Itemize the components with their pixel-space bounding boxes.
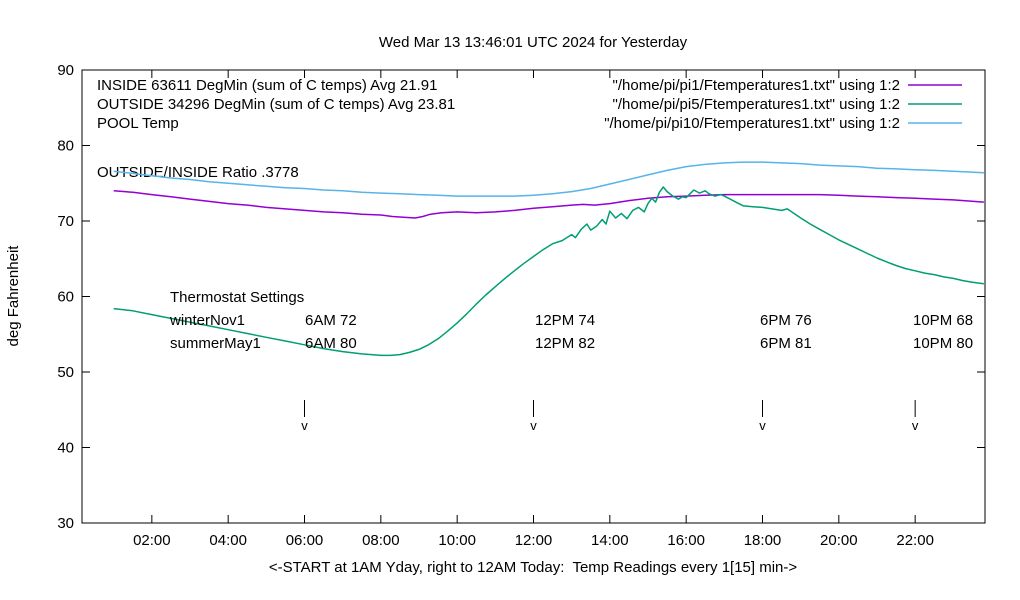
legend-source: "/home/pi/pi10/Ftemperatures1.txt" using…	[604, 115, 900, 132]
thermostat-setting: 12PM 82	[535, 335, 595, 352]
series-line-INSIDE	[113, 190, 984, 219]
x-tick-label: 08:00	[362, 532, 400, 549]
x-tick-label: 02:00	[133, 532, 171, 549]
x-tick-label: 20:00	[820, 532, 858, 549]
x-tick-label: 22:00	[896, 532, 934, 549]
y-tick-label: 30	[57, 515, 74, 532]
thermostat-setting: 6AM 80	[305, 335, 357, 352]
legend-source: "/home/pi/pi5/Ftemperatures1.txt" using …	[613, 96, 900, 113]
x-tick-label: 14:00	[591, 532, 629, 549]
ratio-label: OUTSIDE/INSIDE Ratio .3778	[97, 164, 299, 181]
thermostat-setting: 6PM 81	[760, 335, 812, 352]
y-tick-label: 40	[57, 440, 74, 457]
thermostat-setting: 6PM 76	[760, 312, 812, 329]
thermostat-settings: Thermostat Settings winterNov1 6AM 72 12PM …	[169, 289, 973, 352]
legend-label: OUTSIDE 34296 DegMin (sum of C temps) Av…	[97, 96, 455, 113]
x-tick-label: 16:00	[667, 532, 705, 549]
arrow-head-glyph: v	[301, 418, 308, 433]
legend-source: "/home/pi/pi1/Ftemperatures1.txt" using …	[613, 77, 900, 94]
x-tick-label: 18:00	[744, 532, 782, 549]
legend-label: POOL Temp	[97, 115, 179, 132]
series-line-OUTSIDE	[113, 186, 984, 357]
thermostat-row-name: summerMay1	[170, 335, 261, 352]
arrow-head-glyph: v	[912, 418, 919, 433]
y-tick-label: 90	[57, 62, 74, 79]
x-tick-label: 12:00	[515, 532, 553, 549]
y-tick-label: 60	[57, 289, 74, 306]
axes: 30 40 50 60 70 80 90 02:00 04:00 06:00 08:00 10:00 1…	[57, 62, 986, 549]
y-tick-label: 80	[57, 138, 74, 155]
thermostat-setting: 10PM 80	[913, 335, 973, 352]
series-lines	[113, 161, 984, 357]
arrow-head-glyph: v	[759, 418, 766, 433]
thermostat-setting: 12PM 74	[535, 312, 595, 329]
thermostat-setting: 6AM 72	[305, 312, 357, 329]
series-line-POOL	[113, 161, 984, 197]
arrow-head-glyph: v	[530, 418, 537, 433]
thermostat-setting: 10PM 68	[913, 312, 973, 329]
x-axis-label: <-START at 1AM Yday, right to 12AM Today…	[269, 559, 798, 576]
thermostat-row-name: winterNov1	[169, 312, 245, 329]
thermostat-heading: Thermostat Settings	[170, 289, 304, 306]
chart-title: Wed Mar 13 13:46:01 UTC 2024 for Yesterd…	[379, 34, 688, 51]
y-tick-label: 50	[57, 364, 74, 381]
legend-label: INSIDE 63611 DegMin (sum of C temps) Avg…	[97, 77, 437, 94]
x-tick-label: 06:00	[286, 532, 324, 549]
legend: INSIDE 63611 DegMin (sum of C temps) Avg…	[97, 77, 962, 132]
y-axis-label: deg Fahrenheit	[5, 245, 22, 347]
y-tick-label: 70	[57, 213, 74, 230]
x-tick-label: 10:00	[438, 532, 476, 549]
x-tick-label: 04:00	[209, 532, 247, 549]
